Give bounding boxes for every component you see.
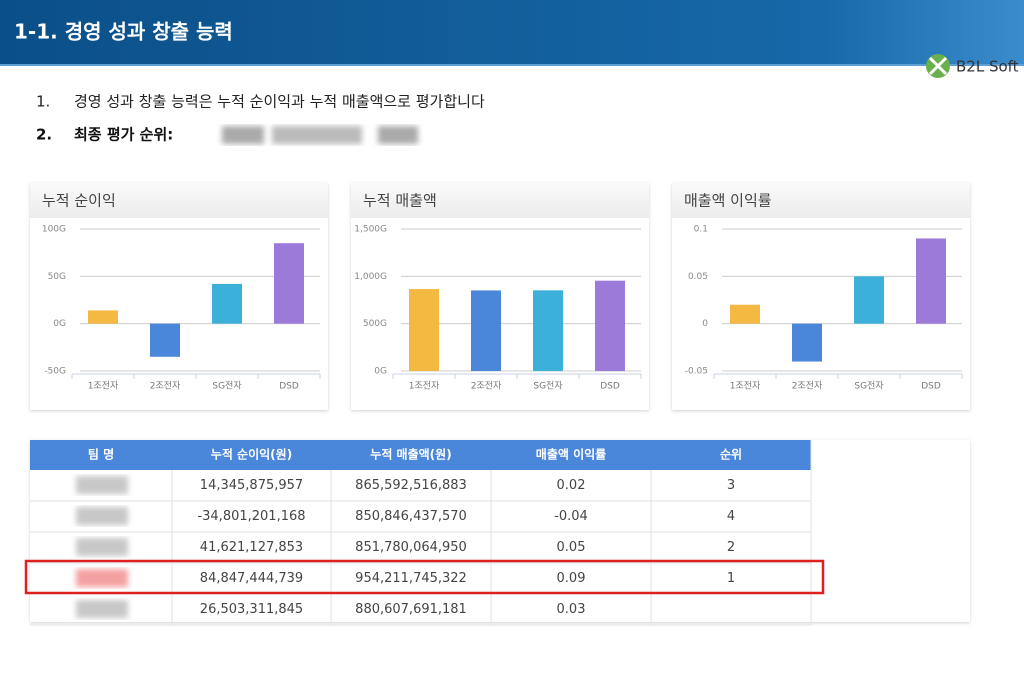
column-header: 매출액 이익률 (536, 447, 606, 462)
chart-title: 매출액 이익률 (684, 192, 772, 210)
header-title: 1-1. 경영 성과 창출 능력 (14, 20, 233, 44)
bar (916, 238, 946, 324)
cell: 84,847,444,739 (200, 571, 303, 586)
table-bg (30, 440, 970, 622)
x-tick-label: 1조전자 (88, 381, 119, 392)
x-tick-label: DSD (921, 382, 941, 392)
y-tick-label: 50G (48, 272, 66, 282)
bar (274, 243, 304, 324)
y-tick-label: -50G (44, 367, 66, 377)
brand-name: B2L Soft (956, 58, 1019, 76)
cell: 14,345,875,957 (200, 478, 303, 493)
x-tick-label: SG전자 (533, 381, 563, 392)
chart-panel: 매출액 이익률 -0.05 0 0.05 0.1 1조전자 2조전자 SG전자 DSD (672, 183, 970, 410)
x-tick-label: SG전자 (854, 381, 884, 392)
cell: 2 (727, 540, 735, 555)
bar (533, 290, 563, 371)
y-tick-label: 0.05 (688, 272, 708, 282)
x-tick-label: DSD (600, 382, 620, 392)
item-text: 경영 성과 창출 능력은 누적 순이익과 누적 매출액으로 평가합니다 (74, 93, 485, 111)
x-tick-label: 2조전자 (150, 381, 181, 392)
redacted-name (76, 538, 128, 556)
chart-panel: 누적 순이익 -50G 0G 50G 100G 1조전자 2조전자 SG전자 DSD (30, 183, 328, 410)
table: 팀 명 누적 순이익(원) 누적 매출액(원) 매출액 이익률 순위 14,345,875… (30, 440, 970, 626)
header-bar (0, 0, 1024, 64)
y-tick-label: 500G (363, 319, 387, 329)
bar (792, 323, 822, 362)
panel-header (30, 183, 328, 218)
cell: -0.04 (554, 509, 588, 524)
x-tick-label: 1조전자 (409, 381, 440, 392)
cell: 865,592,516,883 (355, 478, 467, 493)
bar (150, 323, 180, 357)
x-tick-label: SG전자 (212, 381, 242, 392)
brand-logo: B2L Soft (926, 54, 1019, 78)
chart-panel: 누적 매출액 0G 500G 1,000G 1,500G 1조전자 2조전자 SG전자 DSD (351, 183, 649, 410)
column-header: 누적 매출액(원) (370, 447, 451, 462)
cell: 954,211,745,322 (355, 571, 467, 586)
redacted-name (76, 507, 128, 525)
cell: 0.05 (557, 540, 586, 555)
x-tick-label: DSD (279, 382, 299, 392)
item-text: 최종 평가 순위: (74, 126, 173, 144)
y-tick-label: 0.1 (694, 225, 708, 235)
y-tick-label: -0.05 (685, 367, 708, 377)
chart-title: 누적 매출액 (363, 192, 437, 210)
x-tick-label: 1조전자 (730, 381, 761, 392)
cell: 0.03 (557, 602, 586, 617)
cell: 0.09 (557, 571, 586, 586)
bar (854, 276, 884, 324)
panel-header (351, 183, 649, 218)
y-tick-label: 0G (53, 319, 66, 329)
column-header: 누적 순이익(원) (211, 447, 292, 462)
redacted-name (76, 600, 128, 618)
cell: 880,607,691,181 (355, 602, 467, 617)
column-header: 팀 명 (88, 448, 114, 462)
bar (88, 310, 118, 324)
redacted-name (76, 476, 128, 494)
y-tick-label: 0G (374, 367, 387, 377)
redacted-ranking (222, 126, 418, 144)
cell: 41,621,127,853 (200, 540, 303, 555)
y-tick-label: 100G (42, 225, 66, 235)
item-number: 1. (36, 93, 50, 111)
bar (595, 280, 625, 371)
bar (212, 283, 242, 324)
bar (409, 289, 439, 371)
cell: -34,801,201,168 (197, 509, 305, 524)
y-tick-label: 1,000G (354, 272, 387, 282)
bar (730, 304, 760, 324)
bar (471, 290, 501, 371)
y-tick-label: 0 (702, 319, 708, 329)
x-tick-label: 2조전자 (792, 381, 823, 392)
cell: 851,780,064,950 (355, 540, 467, 555)
cell: 850,846,437,570 (355, 509, 467, 524)
item-number: 2. (36, 126, 52, 144)
panel-header (672, 183, 970, 218)
x-tick-label: 2조전자 (471, 381, 502, 392)
cell: 4 (727, 509, 735, 524)
table-header-bg (30, 440, 811, 470)
chart-title: 누적 순이익 (42, 192, 116, 210)
redacted-name (76, 569, 128, 587)
cell: 3 (727, 478, 735, 493)
cell: 0.02 (557, 478, 586, 493)
column-header: 순위 (720, 448, 742, 462)
cell: 1 (727, 571, 735, 586)
header-rule (0, 64, 1024, 66)
cell: 26,503,311,845 (200, 602, 303, 617)
highlight-box (24, 559, 825, 595)
y-tick-label: 1,500G (354, 225, 387, 235)
